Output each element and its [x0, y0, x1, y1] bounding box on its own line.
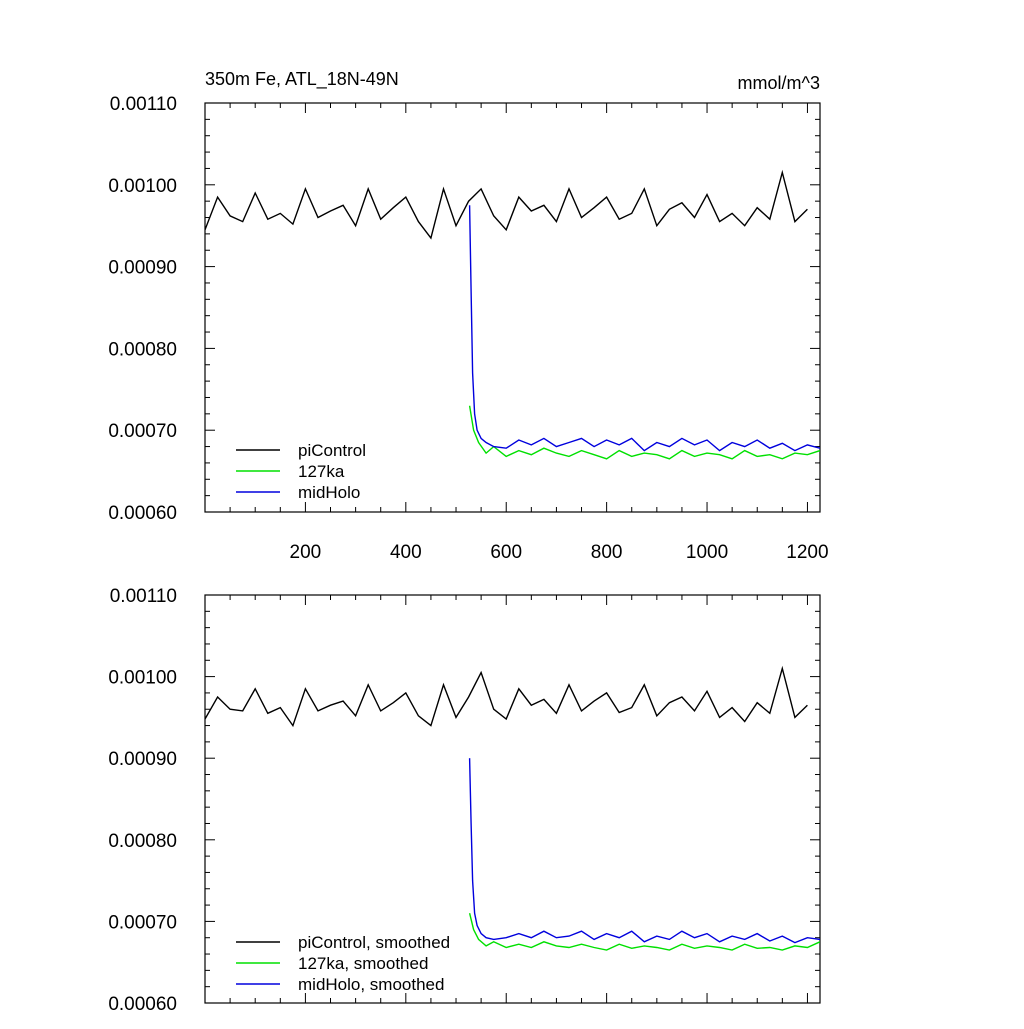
legend-label: 127ka, smoothed: [298, 954, 428, 973]
legend-label: piControl: [298, 441, 366, 460]
series-line-2: [468, 405, 820, 460]
chart-title: 350m Fe, ATL_18N-49N: [205, 69, 399, 90]
plot-frame: [204, 102, 821, 513]
x-tick-label: 1000: [686, 542, 728, 563]
y-tick-label: 0.00080: [108, 339, 177, 360]
chart-panel-2: 0.00060 0.00070 0.00080 0.00090 0.00100 0.001…: [108, 586, 821, 1015]
x-tick-label: 1200: [786, 542, 828, 563]
series-line-2: [468, 913, 820, 951]
x-tick-label: 800: [591, 542, 623, 563]
y-tick-label: 0.00100: [108, 176, 177, 197]
y-tick-label: 0.00060: [108, 503, 177, 524]
y-tick-label: 0.00090: [108, 749, 177, 770]
legend-label: piControl, smoothed: [298, 933, 450, 952]
chart-panel-1: 0.00060 0.00070 0.00080 0.00090 0.00100 0.001…: [108, 69, 828, 563]
y-tick-label: 0.00070: [108, 421, 177, 442]
legend-label: midHolo: [298, 483, 360, 502]
y-tick-label: 0.00100: [108, 668, 177, 689]
y-tick-label: 0.00060: [108, 994, 177, 1015]
y-tick-label: 0.00080: [108, 831, 177, 852]
y-tick-label: 0.00110: [110, 94, 177, 115]
series-line-3: [468, 205, 820, 452]
y-tick-label: 0.00070: [108, 912, 177, 933]
legend-label: midHolo, smoothed: [298, 975, 444, 994]
series-line-3: [468, 758, 820, 944]
legend-label: 127ka: [298, 462, 345, 481]
y-tick-label: 0.00090: [108, 258, 177, 279]
series-line-1: [205, 665, 808, 728]
y-tick-label: 0.00110: [110, 586, 177, 607]
x-tick-label: 400: [390, 542, 422, 563]
units-label: mmol/m^3: [738, 73, 820, 93]
plot-frame: [204, 594, 821, 1004]
x-tick-label: 600: [490, 542, 522, 563]
series-line-1: [205, 169, 808, 240]
x-tick-label: 200: [290, 542, 322, 563]
